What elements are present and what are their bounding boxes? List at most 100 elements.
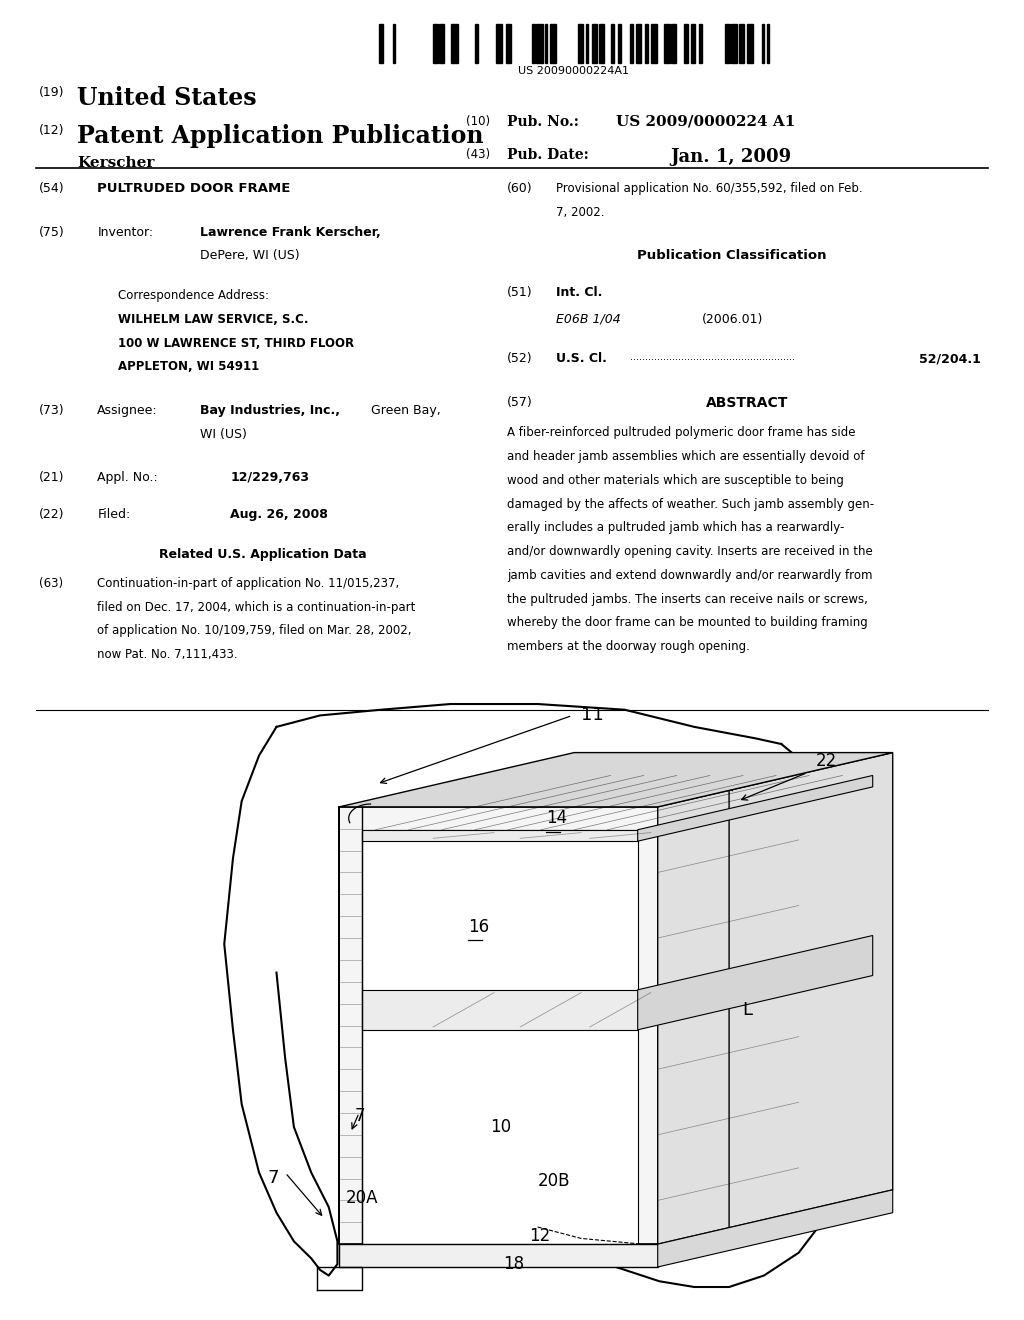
Text: .......................................................: ........................................… [630,352,795,363]
Bar [586,24,589,63]
Bar [650,24,656,63]
Polygon shape [638,936,872,1030]
Text: (75): (75) [39,226,65,239]
Text: DePere, WI (US): DePere, WI (US) [200,249,299,263]
Polygon shape [361,830,638,1245]
Text: 7: 7 [268,1170,280,1188]
Polygon shape [638,775,872,841]
Text: A fiber-reinforced pultruded polymeric door frame has side: A fiber-reinforced pultruded polymeric d… [507,426,855,440]
Text: (10): (10) [466,115,490,128]
Bar [748,24,753,63]
Text: Appl. No.:: Appl. No.: [97,471,158,484]
Text: (73): (73) [39,404,65,417]
Bar [536,24,543,63]
Text: 22: 22 [816,752,838,770]
Text: Patent Application Publication: Patent Application Publication [77,124,483,148]
Text: 7, 2002.: 7, 2002. [556,206,604,219]
Bar [393,24,395,63]
Text: (2006.01): (2006.01) [701,313,763,326]
Text: 10: 10 [489,1118,511,1137]
Text: members at the doorway rough opening.: members at the doorway rough opening. [507,640,750,653]
Text: 7: 7 [354,1106,366,1125]
Text: (60): (60) [507,182,532,195]
Polygon shape [361,830,638,841]
Text: (57): (57) [507,396,532,409]
Text: U.S. Cl.: U.S. Cl. [556,352,607,366]
Bar [731,24,737,63]
Text: the pultruded jambs. The inserts can receive nails or screws,: the pultruded jambs. The inserts can rec… [507,593,867,606]
Text: and/or downwardly opening cavity. Inserts are received in the: and/or downwardly opening cavity. Insert… [507,545,872,558]
Bar [506,24,511,63]
Text: and header jamb assemblies which are essentially devoid of: and header jamb assemblies which are ess… [507,450,864,463]
Bar [698,24,702,63]
Polygon shape [339,807,657,1245]
Bar [379,24,383,63]
Bar [439,24,444,63]
Bar [452,24,459,63]
Bar [636,24,641,63]
Text: (54): (54) [39,182,65,195]
Polygon shape [657,1189,893,1267]
Text: Aug. 26, 2008: Aug. 26, 2008 [230,508,329,521]
Bar [592,24,597,63]
Text: whereby the door frame can be mounted to building framing: whereby the door frame can be mounted to… [507,616,867,630]
Text: (19): (19) [39,86,65,99]
Text: APPLETON, WI 54911: APPLETON, WI 54911 [118,360,259,374]
Text: 11: 11 [582,706,604,725]
Text: 20B: 20B [538,1172,570,1191]
Bar [762,24,764,63]
Text: 16: 16 [468,917,489,936]
Text: damaged by the affects of weather. Such jamb assembly gen-: damaged by the affects of weather. Such … [507,498,874,511]
Text: Bay Industries, Inc.,: Bay Industries, Inc., [200,404,340,417]
Bar [691,24,695,63]
Text: United States: United States [77,86,256,110]
Text: Provisional application No. 60/355,592, filed on Feb.: Provisional application No. 60/355,592, … [556,182,862,195]
Bar [618,24,622,63]
Text: US 20090000224A1: US 20090000224A1 [518,66,629,77]
Text: PULTRUDED DOOR FRAME: PULTRUDED DOOR FRAME [97,182,291,195]
Bar [531,24,535,63]
Text: Publication Classification: Publication Classification [637,249,827,263]
Text: E06B 1/04: E06B 1/04 [556,313,621,326]
Text: WILHELM LAW SERVICE, S.C.: WILHELM LAW SERVICE, S.C. [118,313,308,326]
Text: (22): (22) [39,508,65,521]
Text: WI (US): WI (US) [200,428,247,441]
Text: (63): (63) [39,577,63,590]
Text: Int. Cl.: Int. Cl. [556,286,602,300]
Bar [664,24,670,63]
Bar [630,24,633,63]
Bar [684,24,688,63]
Text: (52): (52) [507,352,532,366]
Bar [497,24,503,63]
Polygon shape [339,752,893,807]
Text: (21): (21) [39,471,65,484]
Text: Continuation-in-part of application No. 11/015,237,: Continuation-in-part of application No. … [97,577,399,590]
Polygon shape [339,1245,657,1267]
Text: now Pat. No. 7,111,433.: now Pat. No. 7,111,433. [97,648,238,661]
Text: Filed:: Filed: [97,508,130,521]
Text: jamb cavities and extend downwardly and/or rearwardly from: jamb cavities and extend downwardly and/… [507,569,872,582]
Bar [475,24,477,63]
Text: 100 W LAWRENCE ST, THIRD FLOOR: 100 W LAWRENCE ST, THIRD FLOOR [118,337,354,350]
Text: (12): (12) [39,124,65,137]
Text: Lawrence Frank Kerscher,: Lawrence Frank Kerscher, [200,226,381,239]
Bar [433,24,437,63]
Text: US 2009/0000224 A1: US 2009/0000224 A1 [616,115,796,129]
Text: Pub. Date:: Pub. Date: [507,148,589,162]
Bar [545,24,547,63]
Bar [767,24,769,63]
Bar [738,24,744,63]
Polygon shape [361,990,638,1030]
Text: (43): (43) [466,148,490,161]
Text: 52/204.1: 52/204.1 [920,352,981,366]
Text: 14: 14 [547,809,567,828]
Bar [671,24,676,63]
Text: 20A: 20A [346,1189,379,1208]
Text: erally includes a pultruded jamb which has a rearwardly-: erally includes a pultruded jamb which h… [507,521,844,535]
Text: L: L [742,1001,753,1019]
Bar [725,24,730,63]
Bar [550,24,556,63]
Text: filed on Dec. 17, 2004, which is a continuation-in-part: filed on Dec. 17, 2004, which is a conti… [97,601,416,614]
Text: Related U.S. Application Data: Related U.S. Application Data [159,548,367,561]
Text: wood and other materials which are susceptible to being: wood and other materials which are susce… [507,474,844,487]
